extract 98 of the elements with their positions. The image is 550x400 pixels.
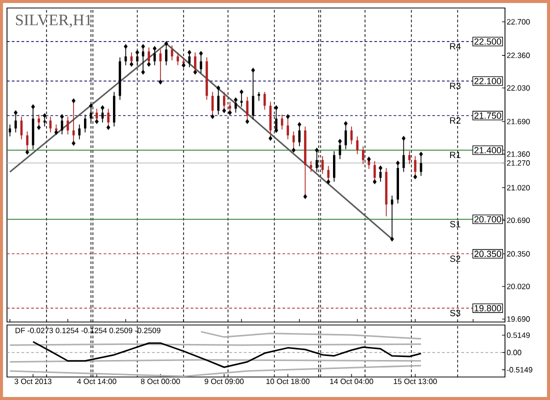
point (100, 105, 104, 110)
point (106, 125, 110, 130)
candlestick (72, 100, 75, 144)
point (378, 166, 382, 170)
point (42, 113, 46, 118)
point (344, 121, 348, 126)
candlestick (222, 92, 226, 112)
candlestick (107, 108, 110, 128)
point (298, 122, 302, 127)
candlestick (286, 116, 289, 140)
point (303, 194, 308, 199)
candlestick (414, 156, 416, 178)
point (54, 130, 58, 135)
candlestick (96, 108, 98, 122)
point (338, 138, 342, 144)
candlestick (333, 150, 336, 182)
candlestick (188, 52, 191, 68)
point (193, 70, 198, 75)
annotation: 22.500 (474, 38, 502, 45)
point (94, 119, 99, 124)
candlestick (402, 138, 405, 172)
candlestick (327, 166, 330, 182)
point (240, 90, 244, 94)
candlestick (66, 116, 69, 135)
point (199, 51, 203, 56)
point (141, 44, 145, 49)
point (390, 236, 394, 242)
point (182, 62, 186, 68)
candlestick (217, 88, 220, 116)
point (210, 114, 214, 119)
point (367, 156, 371, 162)
point (268, 136, 272, 141)
ref-line-label: R1 (450, 152, 460, 158)
point (141, 70, 145, 75)
annotation: 20.700 (474, 216, 502, 222)
candlestick (258, 92, 260, 102)
annotation: 21.400 (474, 147, 502, 154)
annotation: 19.800 (474, 304, 502, 312)
ref-line-label: S3 (450, 310, 460, 316)
point (372, 179, 377, 184)
point (274, 105, 278, 110)
point (72, 140, 76, 146)
point (396, 160, 400, 166)
point (222, 108, 226, 114)
chart-title: SILVER,H1 (16, 14, 92, 28)
candlestick (252, 70, 254, 120)
point (188, 50, 192, 55)
candlestick (84, 114, 86, 133)
ref-line-label: S1 (450, 220, 460, 228)
candlestick (264, 92, 266, 110)
candlestick (124, 46, 127, 66)
point (216, 86, 220, 90)
point (25, 150, 30, 154)
point (326, 179, 330, 184)
point (314, 148, 319, 153)
candlestick (292, 131, 295, 151)
point (124, 44, 128, 49)
point (89, 103, 93, 108)
candlestick (14, 112, 17, 133)
point (164, 41, 168, 46)
point (60, 114, 64, 119)
point (130, 62, 134, 67)
candlestick (368, 158, 370, 170)
point (31, 104, 35, 110)
point (419, 152, 423, 156)
annotation: 21.750 (474, 112, 502, 119)
point (37, 125, 41, 130)
candlestick (356, 136, 358, 155)
point (228, 110, 232, 115)
candlestick (374, 160, 376, 182)
point (152, 46, 156, 51)
point (245, 119, 250, 124)
ref-line-label: S2 (450, 256, 460, 262)
ref-line-label: R3 (450, 82, 461, 90)
point (292, 148, 296, 153)
ref-line-label: R2 (450, 117, 460, 124)
candlestick (246, 96, 248, 122)
point (251, 68, 255, 73)
candlestick (38, 114, 40, 128)
point (413, 174, 418, 180)
point (286, 114, 290, 119)
candlestick (153, 48, 156, 66)
annotation: 20.350 (474, 250, 502, 258)
candlestick (362, 146, 364, 164)
candlestick (165, 43, 168, 66)
annotation: 22.100 (474, 78, 502, 84)
point (72, 98, 76, 104)
candlestick (148, 47, 150, 65)
point (147, 62, 151, 67)
candlestick (344, 123, 347, 150)
point (402, 136, 406, 141)
point (14, 110, 18, 115)
candlestick (176, 52, 179, 66)
ref-line-label: R4 (450, 43, 461, 50)
point (158, 80, 162, 84)
candlestick (78, 124, 81, 140)
line-series (200, 330, 422, 340)
point (234, 97, 238, 102)
